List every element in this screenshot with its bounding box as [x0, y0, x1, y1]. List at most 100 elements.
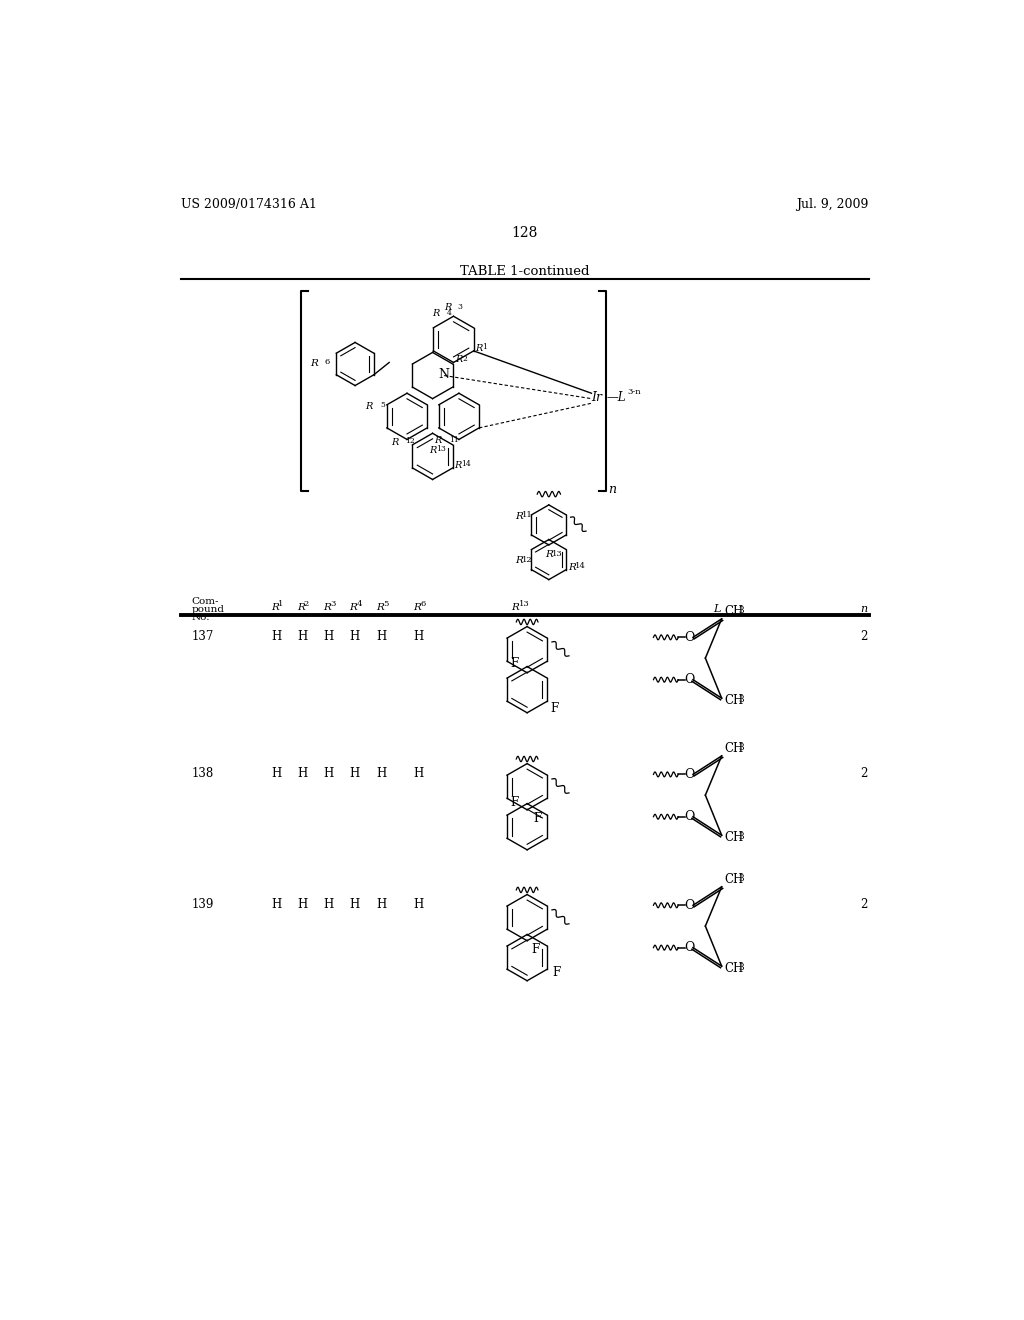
Text: 1: 1 — [482, 343, 487, 351]
Text: 138: 138 — [191, 767, 214, 780]
Text: n: n — [860, 605, 867, 614]
Text: H: H — [324, 898, 334, 911]
Text: 2: 2 — [860, 630, 867, 643]
Text: 3: 3 — [331, 601, 336, 609]
Text: L: L — [713, 605, 721, 614]
Text: N: N — [438, 368, 450, 381]
Text: R: R — [349, 603, 357, 611]
Text: 14: 14 — [574, 562, 586, 570]
Text: R: R — [324, 603, 331, 611]
Text: R: R — [376, 603, 384, 611]
Text: O: O — [684, 768, 694, 781]
Text: 2: 2 — [860, 898, 867, 911]
Text: R: R — [434, 437, 442, 445]
Text: 4: 4 — [356, 601, 362, 609]
Text: n: n — [608, 483, 616, 495]
Text: R: R — [297, 603, 305, 611]
Text: 11: 11 — [449, 436, 459, 444]
Text: R: R — [366, 401, 373, 411]
Text: R: R — [455, 355, 463, 364]
Text: No.: No. — [191, 614, 210, 623]
Text: —L: —L — [607, 391, 627, 404]
Text: 13: 13 — [552, 549, 562, 558]
Text: 3: 3 — [738, 964, 743, 972]
Text: H: H — [297, 767, 307, 780]
Text: Jul. 9, 2009: Jul. 9, 2009 — [797, 198, 869, 211]
Text: R: R — [443, 304, 452, 312]
Text: H: H — [297, 898, 307, 911]
Text: 6: 6 — [420, 601, 425, 609]
Text: H: H — [349, 630, 359, 643]
Text: O: O — [684, 941, 694, 954]
Text: 2: 2 — [304, 601, 309, 609]
Text: F: F — [534, 812, 542, 825]
Text: 4: 4 — [446, 309, 452, 317]
Text: TABLE 1-continued: TABLE 1-continued — [460, 264, 590, 277]
Text: R: R — [432, 309, 439, 318]
Text: 12: 12 — [406, 437, 415, 445]
Text: 12: 12 — [521, 556, 532, 564]
Text: 2: 2 — [462, 355, 467, 363]
Text: H: H — [349, 898, 359, 911]
Text: F: F — [550, 702, 559, 715]
Text: Ir: Ir — [592, 391, 602, 404]
Text: 1: 1 — [279, 601, 284, 609]
Text: H: H — [376, 767, 386, 780]
Text: Com-: Com- — [191, 597, 219, 606]
Text: F: F — [552, 966, 560, 978]
Text: 5: 5 — [383, 601, 388, 609]
Text: 14: 14 — [461, 461, 471, 469]
Text: H: H — [349, 767, 359, 780]
Text: O: O — [684, 810, 694, 824]
Text: 3: 3 — [738, 832, 743, 841]
Text: H: H — [414, 630, 424, 643]
Text: H: H — [297, 630, 307, 643]
Text: R: R — [429, 446, 436, 454]
Text: R: R — [455, 461, 462, 470]
Text: O: O — [684, 899, 694, 912]
Text: US 2009/0174316 A1: US 2009/0174316 A1 — [180, 198, 316, 211]
Text: H: H — [271, 630, 282, 643]
Text: 13: 13 — [518, 601, 529, 609]
Text: H: H — [376, 898, 386, 911]
Text: pound: pound — [191, 605, 224, 614]
Text: 3: 3 — [738, 743, 743, 752]
Text: 3: 3 — [738, 606, 743, 615]
Text: F: F — [510, 657, 518, 671]
Text: 2: 2 — [860, 767, 867, 780]
Text: R: R — [310, 359, 317, 368]
Text: R: R — [414, 603, 421, 611]
Text: 6: 6 — [325, 359, 330, 367]
Text: CH: CH — [724, 694, 743, 708]
Text: 13: 13 — [435, 445, 445, 453]
Text: 3: 3 — [738, 696, 743, 704]
Text: CH: CH — [724, 832, 743, 845]
Text: R: R — [515, 512, 522, 521]
Text: F: F — [531, 942, 540, 956]
Text: H: H — [414, 767, 424, 780]
Text: R: R — [545, 550, 553, 560]
Text: O: O — [684, 631, 694, 644]
Text: H: H — [376, 630, 386, 643]
Text: 5: 5 — [380, 401, 385, 409]
Text: 139: 139 — [191, 898, 214, 911]
Text: H: H — [271, 898, 282, 911]
Text: R: R — [515, 557, 522, 565]
Text: H: H — [271, 767, 282, 780]
Text: H: H — [324, 767, 334, 780]
Text: R: R — [568, 562, 575, 572]
Text: 11: 11 — [521, 511, 532, 519]
Text: 128: 128 — [512, 226, 538, 240]
Text: H: H — [414, 898, 424, 911]
Text: R: R — [271, 603, 280, 611]
Text: R: R — [475, 345, 482, 352]
Text: 137: 137 — [191, 630, 214, 643]
Text: O: O — [684, 673, 694, 686]
Text: CH: CH — [724, 605, 743, 618]
Text: 3-n: 3-n — [627, 388, 641, 396]
Text: CH: CH — [724, 962, 743, 975]
Text: CH: CH — [724, 873, 743, 886]
Text: H: H — [324, 630, 334, 643]
Text: 3: 3 — [738, 874, 743, 883]
Text: R: R — [512, 603, 519, 611]
